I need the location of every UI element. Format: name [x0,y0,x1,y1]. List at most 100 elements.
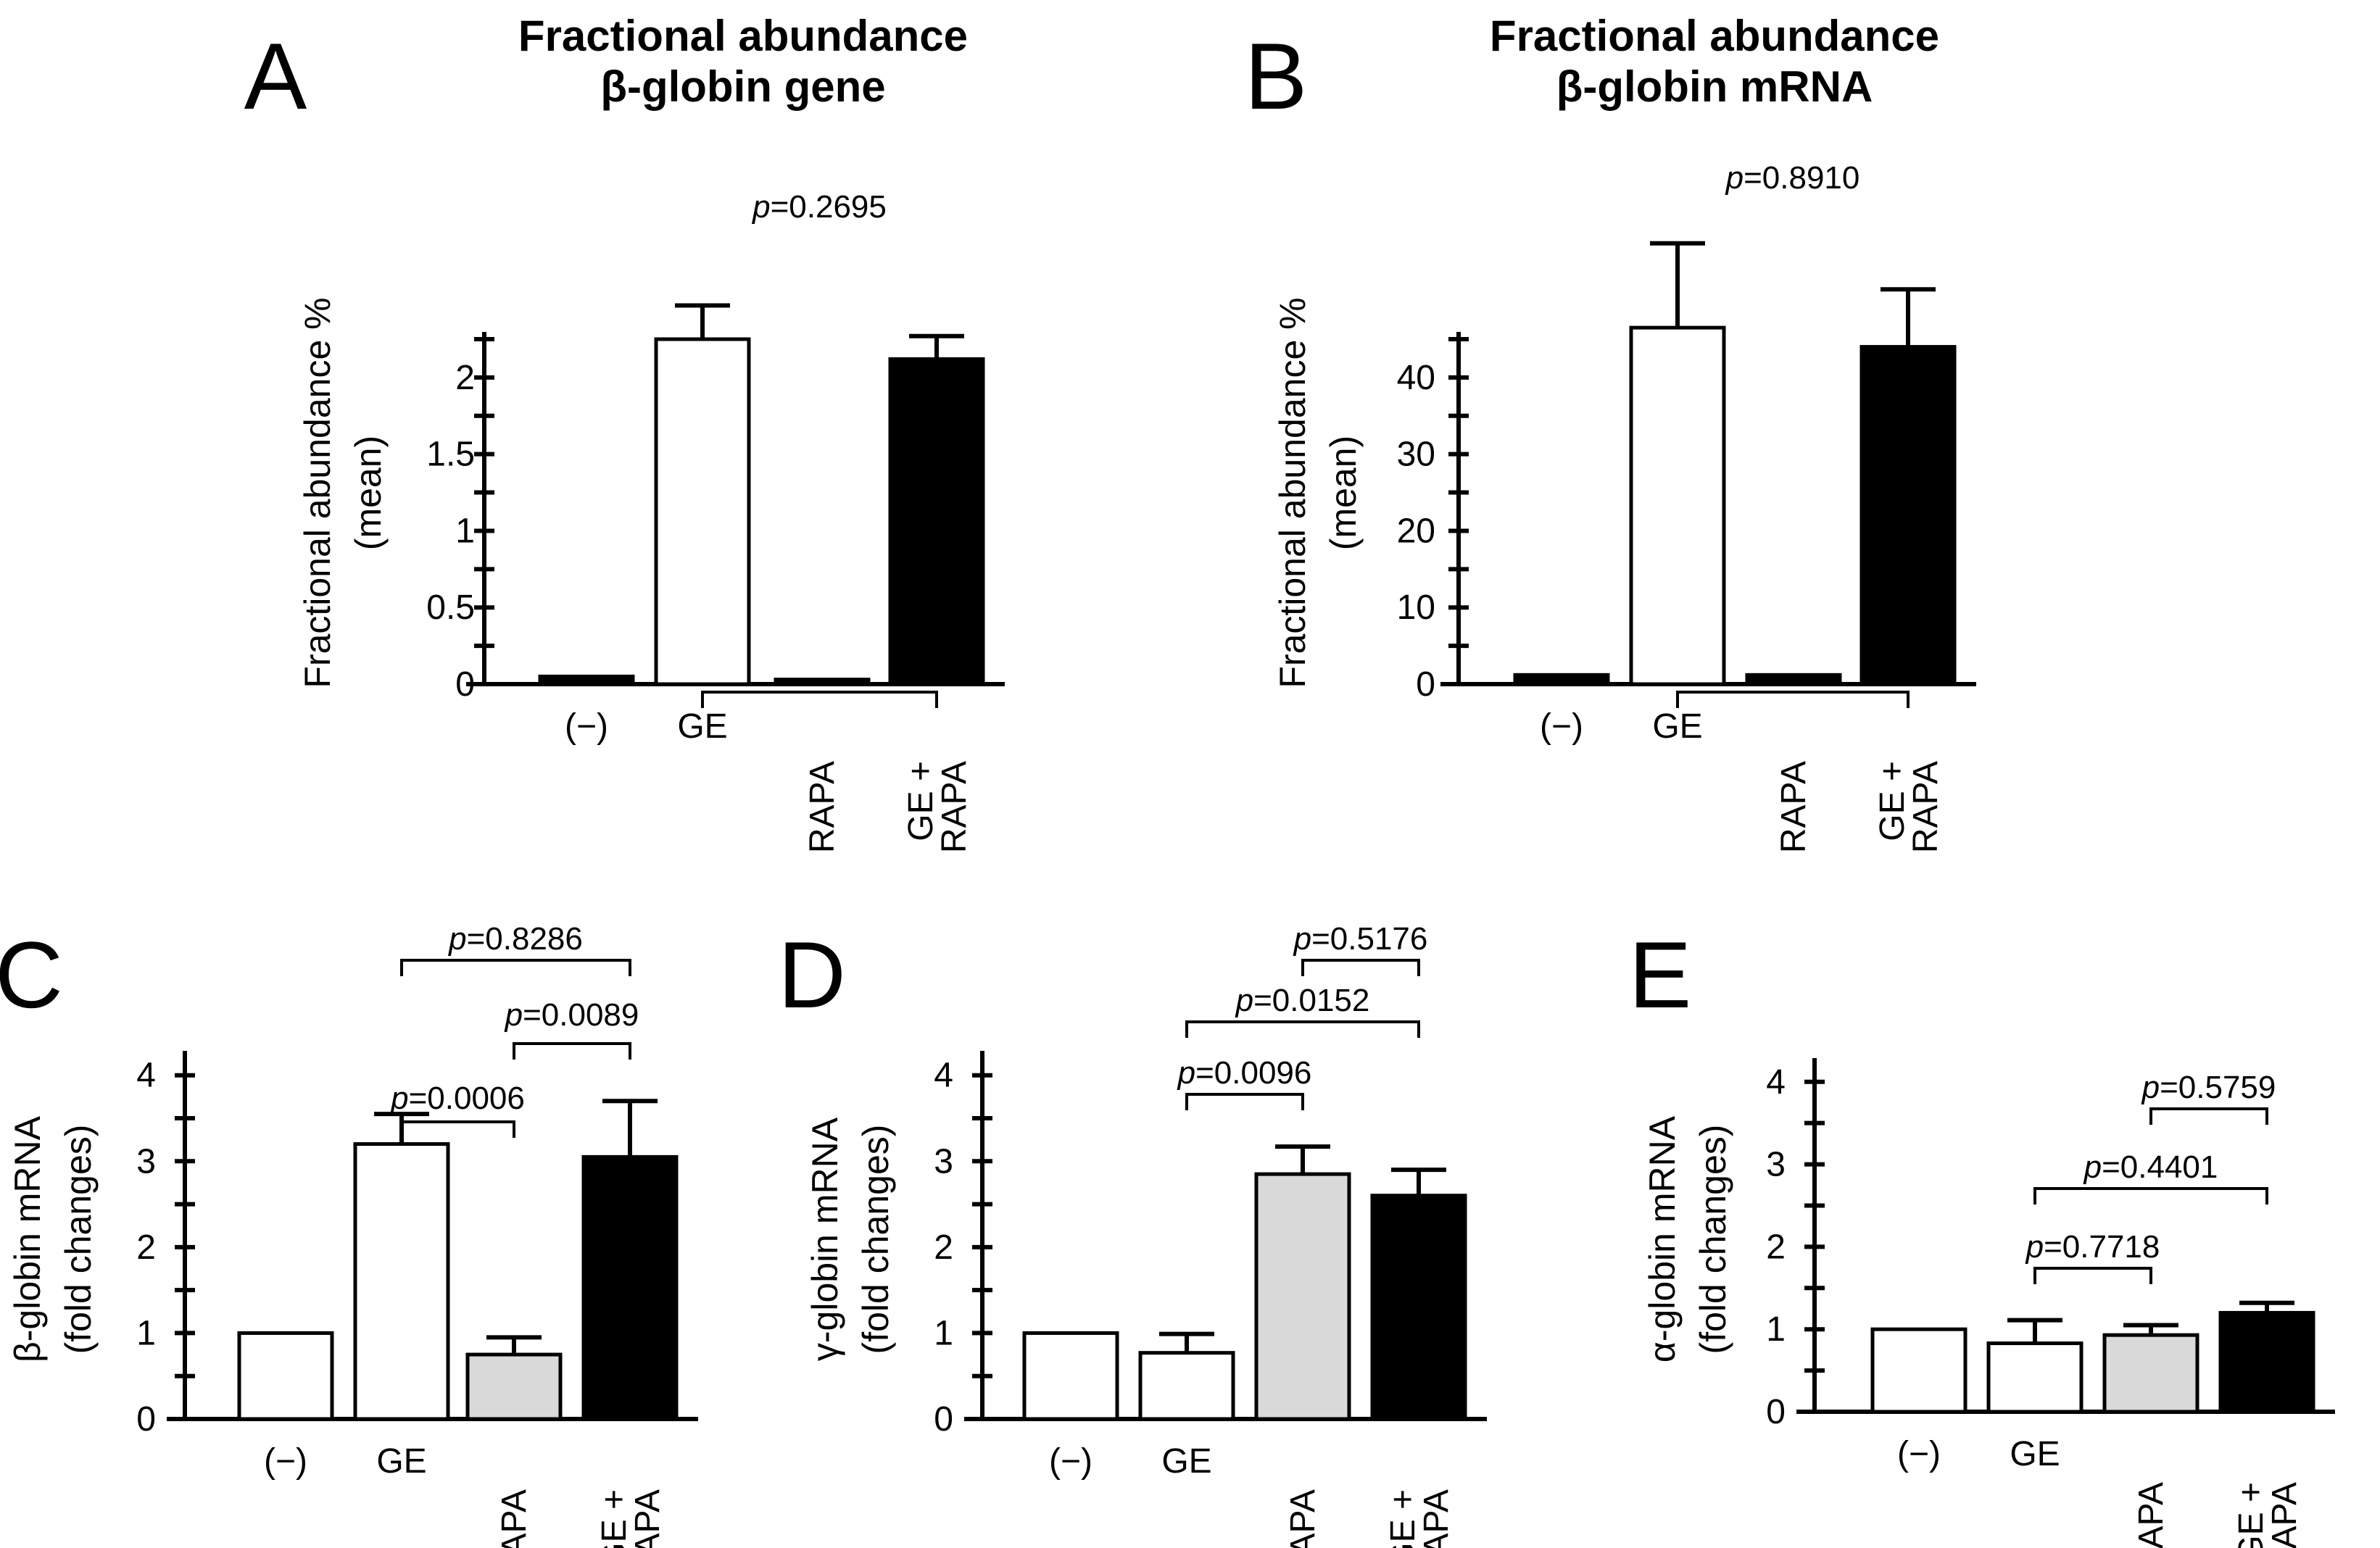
y-axis-label: Fractional abundance % [297,297,338,688]
category-label: GE [376,1442,426,1481]
chart-title: Fractional abundance [1490,12,1939,60]
chart-title: Fractional abundance [518,12,968,60]
significance-bracket [701,691,938,708]
y-axis-label: (fold changes) [58,1125,99,1354]
bar [654,337,751,686]
panel-letter: D [778,922,846,1028]
y-tick-label: 1 [136,1314,156,1352]
y-tick-label: 0.5 [426,588,475,627]
y-tick-label: 2 [1766,1228,1786,1266]
category-label: (−) [565,707,608,746]
panel-letter: C [0,922,63,1028]
y-tick-label: 20 [1397,512,1435,550]
bar [1859,345,1957,686]
p-value-label: p=0.2695 [751,189,887,225]
y-tick-label: 4 [934,1057,953,1095]
bar [353,1142,450,1421]
p-value-label: p=0.7718 [2025,1229,2160,1265]
bar [1022,1331,1119,1421]
category-label: GE +RAPA [1873,761,1945,853]
significance-bracket [2149,1107,2268,1125]
significance-bracket [2033,1267,2152,1284]
category-label: GE +RAPA [2232,1482,2304,1548]
category-label: (−) [264,1442,307,1481]
p-value-label: p=0.8286 [447,921,583,957]
panel-letter: A [244,23,307,129]
bar [465,1352,563,1421]
significance-bracket [2033,1187,2268,1204]
category-label: GE [1161,1442,1211,1481]
y-tick-label: 30 [1397,436,1435,474]
bar [2218,1310,2315,1414]
bar [538,674,635,686]
y-tick-label: 1 [455,512,475,550]
y-tick-label: 3 [1766,1146,1786,1184]
y-tick-label: 1.5 [426,436,475,474]
significance-bracket [1301,959,1420,976]
chart-title: β-globin gene [600,62,885,111]
p-value-label: p=0.5759 [2141,1070,2276,1105]
y-tick-label: 2 [136,1228,156,1267]
bar [1870,1327,1968,1414]
bar [1138,1351,1235,1421]
y-tick-label: 1 [934,1314,953,1352]
p-value-label: p=0.0096 [1177,1055,1312,1091]
p-value-label: p=0.0006 [389,1081,525,1116]
bar [1370,1194,1467,1421]
y-tick-label: 0 [934,1400,953,1439]
category-label: GE +RAPA [902,761,974,853]
category-label: RAPA [803,761,842,853]
category-label: RAPA [2132,1482,2170,1548]
y-tick-label: 2 [934,1228,953,1267]
category-label: GE +RAPA [1384,1489,1456,1548]
bar [237,1331,334,1421]
y-axis-label: (fold changes) [1693,1125,1733,1354]
y-axis-label: β-globin mRNA [7,1115,48,1362]
bar [1745,673,1842,686]
y-tick-label: 4 [136,1057,156,1095]
bar [774,678,871,686]
y-axis-label: Fractional abundance % [1272,297,1313,688]
category-label: (−) [1897,1435,1941,1473]
y-tick-label: 0 [1416,665,1435,704]
bar [1513,673,1610,686]
y-axis-label: γ-globin mRNA [805,1117,845,1361]
y-tick-label: 2 [455,359,475,397]
y-tick-label: 3 [934,1142,953,1181]
chart-panel-E: E 0 1 2 3 4 α-globin mRNA (fold changes) (−) GE RA… [1629,922,2335,1548]
y-axis-label: (fold changes) [855,1125,896,1354]
panel-letter: B [1245,23,1308,129]
y-tick-label: 10 [1397,588,1435,627]
y-tick-label: 0 [1766,1393,1786,1431]
panel-letter: E [1629,922,1692,1028]
p-value-label: p=0.5176 [1293,921,1428,957]
y-tick-label: 3 [136,1142,156,1181]
bar [1986,1341,2083,1414]
p-value-label: p=0.0089 [504,997,639,1033]
category-label: (−) [1540,707,1583,746]
bar [888,357,985,686]
y-tick-label: 40 [1397,359,1435,397]
y-tick-label: 0 [136,1400,156,1439]
bar [1629,325,1726,686]
y-tick-label: 0 [455,665,475,704]
significance-bracket [400,959,631,976]
chart-panel-D: D 0 1 2 3 4 γ-globin mRNA (fold changes) (−) GE RA… [778,921,1487,1548]
significance-bracket [400,1120,515,1138]
significance-bracket [1676,691,1910,708]
p-value-label: p=0.0152 [1235,983,1370,1018]
significance-bracket [513,1042,631,1060]
y-axis-label: (mean) [1323,436,1364,550]
significance-bracket [1185,1020,1420,1038]
y-tick-label: 1 [1766,1310,1786,1349]
category-label: GE +RAPA [595,1489,667,1548]
category-label: (−) [1049,1442,1092,1481]
chart-title: β-globin mRNA [1556,62,1873,111]
y-axis-label: (mean) [348,436,389,550]
y-tick-label: 4 [1766,1063,1786,1102]
bar [581,1154,679,1421]
y-axis-label: α-globin mRNA [1642,1115,1683,1362]
p-value-label: p=0.4401 [2083,1149,2218,1185]
